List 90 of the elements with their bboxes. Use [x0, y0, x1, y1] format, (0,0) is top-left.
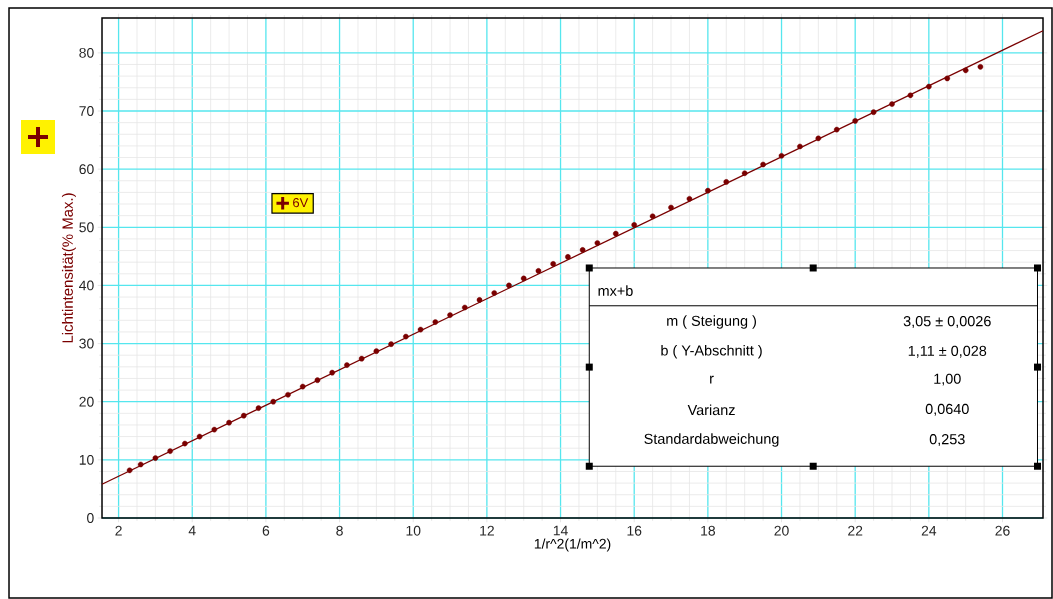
point — [760, 161, 766, 168]
y-tick-label: 10 — [79, 454, 94, 465]
point — [907, 92, 914, 99]
annotation: b ( Y-Abschnitt ) — [661, 344, 762, 359]
point — [962, 67, 969, 74]
point — [137, 461, 144, 468]
point — [299, 383, 306, 390]
point — [778, 152, 785, 159]
point — [432, 319, 439, 325]
annotation: 1,11 ± 0,028 — [908, 345, 987, 358]
point — [388, 341, 394, 347]
x-tick-label: 26 — [995, 525, 1010, 536]
point — [373, 348, 380, 354]
x-tick-label: 18 — [701, 525, 716, 536]
point — [723, 179, 730, 185]
point — [926, 83, 932, 90]
point — [255, 405, 262, 411]
annotation: 0,253 — [929, 434, 965, 447]
point — [741, 170, 748, 177]
x-tick-label: 2 — [115, 525, 122, 536]
y-tick-label: 50 — [79, 222, 94, 233]
point — [649, 213, 656, 220]
point — [613, 230, 619, 237]
point — [344, 362, 350, 368]
x-tick-label: 24 — [921, 525, 937, 536]
point — [403, 333, 409, 340]
point — [329, 369, 335, 376]
y-tick-label: 60 — [79, 164, 94, 175]
point — [550, 261, 556, 267]
legend-label: 6V — [293, 198, 309, 208]
point — [211, 426, 218, 433]
point — [889, 101, 895, 107]
y-tick-label: 20 — [79, 396, 94, 407]
point — [870, 109, 877, 115]
point — [535, 268, 542, 274]
point — [631, 222, 637, 228]
annotation: r — [710, 375, 714, 384]
x-tick-label: 20 — [774, 525, 789, 536]
point — [152, 455, 159, 461]
x-tick-label: 4 — [188, 525, 196, 536]
point — [476, 297, 483, 303]
x-tick-label: 14 — [553, 525, 568, 536]
point — [417, 326, 424, 333]
x-tick-label: 12 — [480, 525, 494, 536]
point — [977, 64, 984, 70]
x-axis-title: 1/r^2(1/m^2) — [534, 538, 611, 552]
point — [579, 247, 586, 253]
x-tick-label: 16 — [627, 525, 642, 536]
point — [461, 304, 468, 311]
annotation: Varianz — [687, 404, 735, 416]
annotation: 3,05 ± 0,0026 — [903, 316, 991, 329]
point — [491, 290, 498, 296]
point — [797, 143, 803, 150]
point — [565, 254, 571, 260]
point — [944, 75, 951, 82]
point — [447, 312, 453, 318]
point — [226, 419, 232, 426]
point — [167, 448, 173, 454]
y-axis-title: Lichtintensität(% Max.) — [61, 193, 76, 343]
point — [358, 355, 365, 362]
x-tick-label: 22 — [848, 525, 863, 536]
point — [520, 275, 527, 282]
x-tick-label: 6 — [262, 525, 270, 536]
point — [241, 412, 247, 419]
y-tick-label: 70 — [79, 106, 94, 116]
y-tick-label: 0 — [87, 513, 94, 523]
point — [705, 187, 711, 194]
y-tick-label: 80 — [79, 47, 94, 58]
point — [686, 196, 693, 202]
annotation: 1,00 — [934, 373, 961, 386]
point — [196, 433, 203, 440]
x-tick-label: 8 — [336, 525, 343, 536]
point — [594, 240, 601, 246]
x-tick-label: 10 — [406, 525, 421, 536]
point — [182, 440, 188, 447]
point — [833, 126, 840, 133]
point — [852, 118, 858, 124]
point — [285, 391, 291, 398]
y-tick-label: 40 — [79, 280, 94, 291]
annotation: 0,0640 — [925, 403, 969, 416]
annotation: Standardabweichung — [644, 433, 779, 447]
point — [815, 135, 822, 142]
annotation: m ( Steigung ) — [667, 315, 756, 329]
y-tick-label: 30 — [79, 338, 94, 349]
point — [506, 282, 512, 289]
annotation: mx+b — [598, 285, 633, 296]
point — [270, 398, 277, 405]
point — [126, 467, 133, 474]
point — [314, 377, 321, 383]
point — [668, 204, 674, 211]
